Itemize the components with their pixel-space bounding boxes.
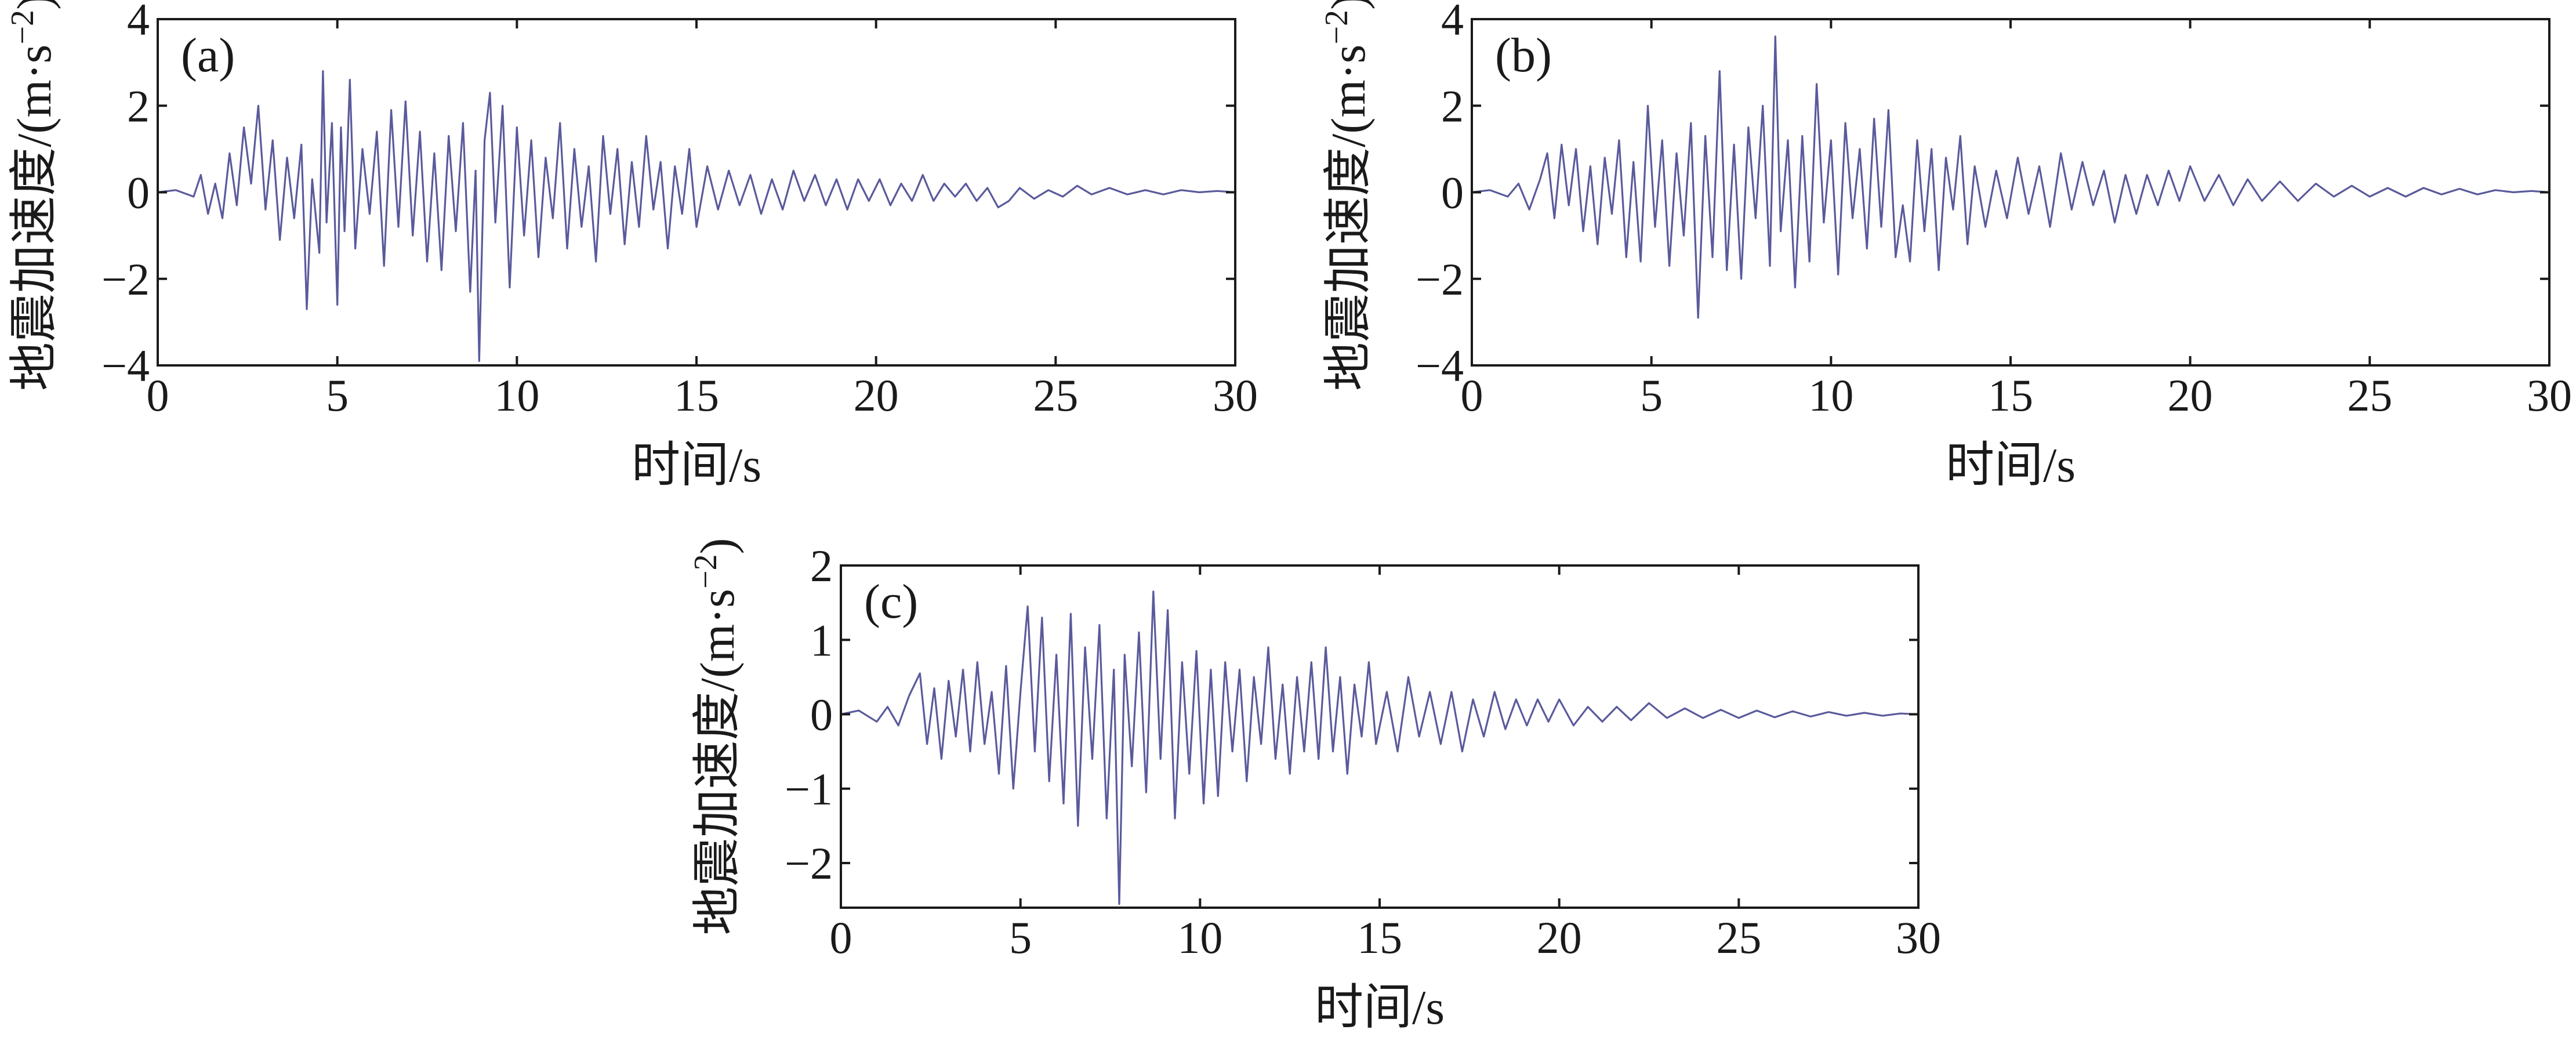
chart-2-xtick-label: 20 <box>1537 912 1582 963</box>
chart-1-xtick-label: 5 <box>1640 370 1663 420</box>
chart-2-panel-label: (c) <box>864 575 918 629</box>
chart-2-y-axis-title-close: ) <box>691 538 745 554</box>
chart-0-ytick-label: −4 <box>101 340 150 391</box>
chart-0-series-line <box>157 70 1236 362</box>
chart-2-plot-frame <box>840 564 1920 909</box>
chart-0-y-axis-title-close: ) <box>8 0 61 10</box>
chart-2-xtick-label: 30 <box>1896 912 1941 963</box>
chart-0-y-axis-title-main: 地震加速度/(m·s <box>8 45 61 391</box>
chart-2-xtick-label: 25 <box>1716 912 1761 963</box>
chart-1-xtick-label: 25 <box>2347 370 2392 420</box>
chart-2-ytick-label: 0 <box>810 690 833 740</box>
chart-0-x-axis-title: 时间/s <box>632 438 761 492</box>
chart-0-xtick-label: 20 <box>854 370 899 420</box>
chart-0-y-axis-title: 地震加速度/(m·s−2) <box>5 0 61 391</box>
chart-1-y-axis-title-close: ) <box>1322 0 1376 10</box>
chart-0-ytick-label: 4 <box>127 0 150 45</box>
chart-1-y-axis-title-main: 地震加速度/(m·s <box>1322 45 1376 391</box>
chart-0-ytick-label: 2 <box>127 81 150 131</box>
chart-1-xtick-label: 30 <box>2527 370 2572 420</box>
chart-2-xtick-label: 0 <box>830 912 852 963</box>
chart-0-xtick-label: 0 <box>147 370 169 420</box>
chart-2-ytick-label: −2 <box>785 838 833 889</box>
chart-2-ytick-label: −1 <box>785 764 833 814</box>
chart-1-ytick-label: −4 <box>1416 340 1464 391</box>
chart-2-y-axis-title-sup: −2 <box>688 554 724 589</box>
chart-0-y-axis-title-sup: −2 <box>5 10 41 45</box>
chart-1-y-axis-title: 地震加速度/(m·s−2) <box>1319 0 1376 391</box>
chart-0-xtick-label: 25 <box>1033 370 1078 420</box>
chart-1-panel-label: (b) <box>1495 28 1552 82</box>
chart-2-ytick-label: 2 <box>810 541 833 591</box>
chart-2-xtick-label: 15 <box>1357 912 1402 963</box>
chart-0-plot-frame <box>157 18 1236 367</box>
chart-0-xtick-label: 10 <box>494 370 539 420</box>
chart-1-series-line <box>1471 35 2550 319</box>
chart-2-xtick-label: 10 <box>1177 912 1222 963</box>
chart-0-ytick-label: −2 <box>101 254 150 304</box>
chart-2-series-line <box>840 590 1919 905</box>
chart-1-xtick-label: 10 <box>1808 370 1853 420</box>
chart-0-xtick-label: 15 <box>674 370 719 420</box>
chart-1-ytick-label: 4 <box>1441 0 1464 45</box>
chart-1-ytick-label: 0 <box>1441 168 1464 218</box>
chart-1-plot-frame <box>1471 18 2550 367</box>
chart-0-xtick-label: 5 <box>326 370 349 420</box>
chart-2-y-axis-title-main: 地震加速度/(m·s <box>691 589 745 935</box>
chart-1-xtick-label: 15 <box>1988 370 2033 420</box>
chart-1-y-axis-title-sup: −2 <box>1319 10 1355 45</box>
chart-2-x-axis-title: 时间/s <box>1315 981 1445 1035</box>
chart-1-ytick-label: 2 <box>1441 81 1464 131</box>
chart-2-ytick-label: 1 <box>810 615 833 665</box>
chart-0-ytick-label: 0 <box>127 168 150 218</box>
chart-1-ytick-label: −2 <box>1416 254 1464 304</box>
chart-0-panel-label: (a) <box>181 28 235 82</box>
chart-1-xtick-label: 0 <box>1461 370 1483 420</box>
chart-2-xtick-label: 5 <box>1009 912 1032 963</box>
chart-0-xtick-label: 30 <box>1213 370 1258 420</box>
chart-1-xtick-label: 20 <box>2168 370 2213 420</box>
chart-2-y-axis-title: 地震加速度/(m·s−2) <box>688 538 745 936</box>
chart-1-x-axis-title: 时间/s <box>1946 438 2076 492</box>
